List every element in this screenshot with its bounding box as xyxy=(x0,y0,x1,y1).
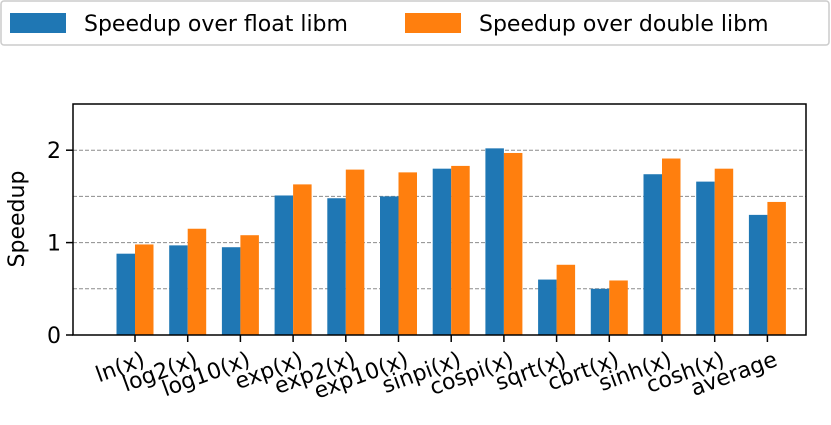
bar-float xyxy=(116,253,135,335)
bar-float xyxy=(538,279,557,335)
legend-swatch-double xyxy=(405,13,461,33)
bar-double xyxy=(398,172,417,335)
bar-float xyxy=(643,174,662,335)
bar-double xyxy=(662,158,681,335)
bar-float xyxy=(432,168,452,335)
y-tick-label: 1 xyxy=(47,232,61,257)
bar-double xyxy=(451,165,470,335)
y-tick-label: 2 xyxy=(47,139,61,164)
y-tick-label: 0 xyxy=(47,324,61,349)
bar-float xyxy=(485,148,504,335)
bar-double xyxy=(345,169,365,335)
bar-float xyxy=(748,214,768,335)
bar-double xyxy=(135,244,154,335)
bar-double xyxy=(503,152,523,335)
bar-double xyxy=(609,280,628,335)
bar-float xyxy=(169,245,188,335)
bar-float xyxy=(696,181,715,335)
bar-double xyxy=(187,228,207,335)
bar-float xyxy=(327,198,346,335)
plot-frame xyxy=(72,103,807,336)
legend-swatch-float xyxy=(10,13,66,33)
bar-double xyxy=(293,184,312,335)
bar-float xyxy=(380,196,399,335)
bar-double xyxy=(714,168,734,335)
bars xyxy=(116,148,786,335)
bar-double xyxy=(767,201,786,335)
bar-float xyxy=(221,247,241,335)
y-ticks: 0 1 2 xyxy=(47,139,73,349)
y-axis-label: Speedup xyxy=(5,171,30,268)
legend-label-double: Speedup over double libm xyxy=(479,12,769,37)
bar-float xyxy=(274,195,294,335)
bar-double xyxy=(556,264,576,335)
legend: Speedup over float libm Speedup over dou… xyxy=(0,0,830,46)
bar-double xyxy=(240,235,259,335)
legend-label-float: Speedup over float libm xyxy=(84,12,348,37)
bar-float xyxy=(590,288,610,335)
x-ticks: ln(x)log2(x)log10(x)exp(x)exp2(x)exp10(x… xyxy=(92,335,781,405)
